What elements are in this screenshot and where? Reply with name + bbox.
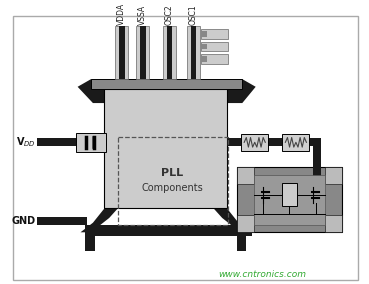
Text: www.cntronics.com: www.cntronics.com bbox=[218, 270, 306, 279]
Polygon shape bbox=[80, 194, 118, 232]
Bar bbox=[201, 31, 207, 37]
Text: OSC2: OSC2 bbox=[165, 4, 174, 24]
Bar bbox=[283, 134, 309, 151]
Bar bbox=[91, 79, 242, 89]
Bar bbox=[313, 139, 321, 196]
Bar bbox=[227, 139, 241, 146]
Bar bbox=[91, 225, 252, 236]
Bar bbox=[201, 44, 207, 49]
Bar bbox=[237, 167, 342, 232]
Bar bbox=[254, 175, 325, 225]
Bar bbox=[163, 26, 176, 79]
Bar bbox=[37, 217, 87, 225]
Polygon shape bbox=[214, 194, 251, 232]
Bar bbox=[85, 225, 95, 251]
Bar bbox=[309, 139, 321, 146]
Bar bbox=[140, 26, 146, 79]
Bar bbox=[325, 167, 342, 184]
Bar bbox=[104, 89, 227, 208]
Bar bbox=[118, 137, 228, 225]
Text: Components: Components bbox=[142, 183, 203, 193]
Bar bbox=[201, 29, 228, 39]
Polygon shape bbox=[227, 79, 256, 103]
Bar bbox=[325, 215, 342, 232]
Text: VSSA: VSSA bbox=[138, 5, 147, 24]
Bar bbox=[237, 225, 246, 251]
Text: V$_{DD}$: V$_{DD}$ bbox=[16, 135, 35, 149]
Text: PLL: PLL bbox=[161, 168, 183, 178]
Text: OSC1: OSC1 bbox=[189, 4, 198, 24]
Bar bbox=[37, 139, 107, 146]
Bar bbox=[201, 54, 228, 64]
Bar bbox=[190, 26, 196, 79]
Bar bbox=[241, 134, 268, 151]
Bar bbox=[201, 56, 207, 62]
Bar bbox=[237, 215, 254, 232]
Bar bbox=[268, 139, 283, 146]
Bar bbox=[76, 133, 106, 152]
Bar bbox=[119, 26, 124, 79]
Bar bbox=[187, 26, 200, 79]
Text: VDDA: VDDA bbox=[117, 3, 126, 24]
Text: GND: GND bbox=[11, 216, 35, 226]
Bar bbox=[201, 42, 228, 51]
Bar bbox=[237, 167, 254, 184]
Bar bbox=[115, 26, 128, 79]
Polygon shape bbox=[77, 79, 104, 103]
Bar bbox=[282, 183, 297, 206]
Bar bbox=[136, 26, 149, 79]
Bar bbox=[167, 26, 172, 79]
